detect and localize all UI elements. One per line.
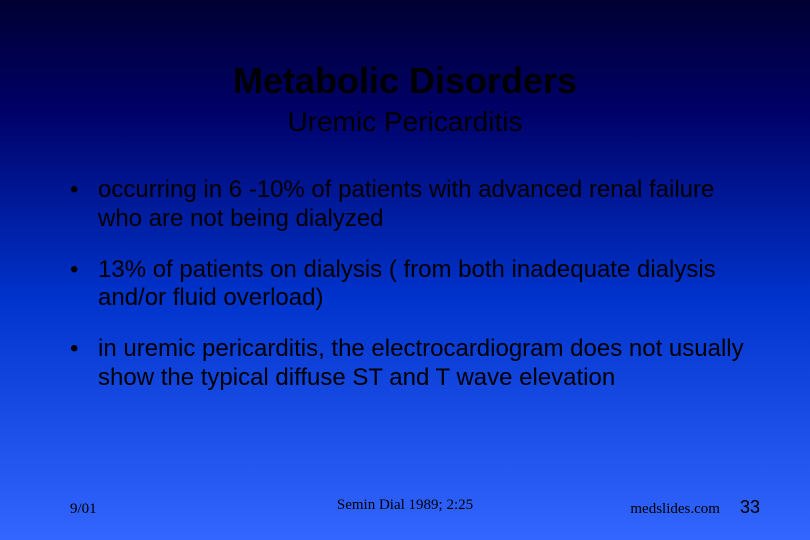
slide-title: Metabolic Disorders (50, 60, 760, 102)
footer-date: 9/01 (70, 501, 97, 518)
slide-subtitle: Uremic Pericarditis (50, 106, 760, 138)
footer-site: medslides.com (630, 501, 720, 518)
bullet-item: 13% of patients on dialysis ( from both … (70, 256, 760, 314)
bullet-list: occurring in 6 -10% of patients with adv… (50, 176, 760, 393)
footer-citation: Semin Dial 1989; 2:25 (337, 497, 473, 514)
slide: Metabolic Disorders Uremic Pericarditis … (0, 0, 810, 540)
footer-page-number: 33 (740, 497, 760, 518)
footer-right-group: medslides.com 33 (630, 497, 760, 518)
slide-footer: 9/01 Semin Dial 1989; 2:25 medslides.com… (0, 497, 810, 518)
bullet-item: occurring in 6 -10% of patients with adv… (70, 176, 760, 234)
bullet-item: in uremic pericarditis, the electrocardi… (70, 335, 760, 393)
